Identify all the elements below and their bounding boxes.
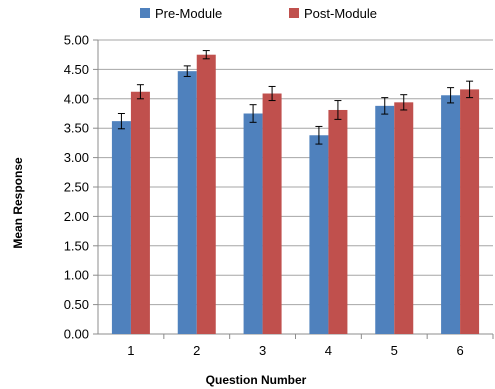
bar-post-module-q4 — [328, 109, 348, 334]
y-tick-label-2.50: 2.50 — [64, 180, 89, 195]
bar-pre-module-q6 — [441, 95, 461, 334]
bar-post-module-q3 — [262, 93, 282, 335]
y-tick-label-1.50: 1.50 — [64, 238, 89, 253]
bar-post-module-q1 — [130, 91, 150, 334]
legend-label-post-module: Post-Module — [304, 6, 377, 21]
y-tick-label-4.50: 4.50 — [64, 62, 89, 77]
bars — [111, 54, 480, 335]
bar-pre-module-q5 — [375, 105, 395, 334]
legend-swatch-pre-module — [140, 8, 150, 18]
y-tick-label-0.50: 0.50 — [64, 297, 89, 312]
legend: Pre-Module Post-Module — [140, 6, 377, 21]
legend-label-pre-module: Pre-Module — [155, 6, 222, 21]
y-tick-label-2.00: 2.00 — [64, 209, 89, 224]
legend-swatch-post-module — [289, 8, 299, 18]
bar-pre-module-q1 — [111, 121, 131, 334]
x-tick-labels: 1 2 3 4 5 6 — [127, 343, 463, 358]
x-tick-label-1: 1 — [127, 343, 134, 358]
bar-pre-module-q2 — [177, 71, 197, 334]
y-axis-title: Mean Response — [11, 157, 25, 249]
x-tick-label-4: 4 — [325, 343, 332, 358]
axes — [93, 39, 494, 339]
bar-pre-module-q4 — [309, 135, 329, 334]
y-tick-label-3.50: 3.50 — [64, 121, 89, 136]
bar-post-module-q6 — [460, 89, 480, 334]
bar-post-module-q2 — [196, 54, 216, 334]
x-tick-label-5: 5 — [391, 343, 398, 358]
y-tick-label-1.00: 1.00 — [64, 268, 89, 283]
gridlines — [98, 39, 493, 306]
y-tick-label-5.00: 5.00 — [64, 33, 89, 48]
y-tick-labels: 0.00 0.50 1.00 1.50 2.00 2.50 3.00 3.50 4.00 4.50… — [64, 33, 89, 342]
y-tick-label-0.00: 0.00 — [64, 327, 89, 342]
bar-pre-module-q3 — [243, 113, 263, 334]
x-tick-label-6: 6 — [456, 343, 463, 358]
error-bars — [117, 50, 474, 145]
bar-post-module-q5 — [394, 102, 414, 334]
y-tick-label-4.00: 4.00 — [64, 91, 89, 106]
x-tick-label-2: 2 — [193, 343, 200, 358]
y-tick-label-3.00: 3.00 — [64, 150, 89, 165]
x-axis-title: Question Number — [206, 373, 307, 387]
x-tick-label-3: 3 — [259, 343, 266, 358]
